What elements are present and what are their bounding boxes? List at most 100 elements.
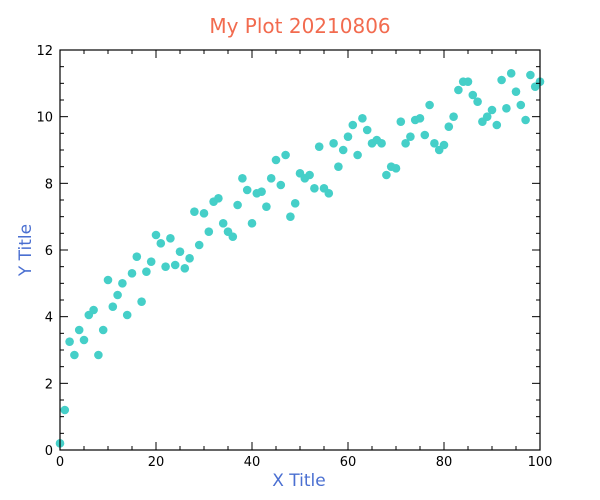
data-point	[228, 232, 238, 241]
data-point	[214, 194, 223, 203]
data-point	[70, 350, 79, 360]
y-tick-label: 4	[45, 311, 53, 326]
data-point	[242, 185, 252, 195]
data-point	[151, 230, 161, 240]
x-tick-label: 20	[148, 455, 165, 470]
data-point	[94, 350, 103, 360]
data-point	[204, 227, 214, 236]
data-point	[137, 297, 146, 306]
data-point	[74, 325, 84, 335]
data-point	[406, 132, 415, 141]
data-point	[521, 115, 530, 125]
data-point	[89, 305, 98, 315]
y-tick-label: 10	[36, 111, 53, 126]
data-point	[382, 170, 391, 180]
data-point	[425, 100, 434, 110]
data-point	[362, 125, 372, 135]
y-tick-label: 12	[36, 44, 53, 59]
data-point	[113, 290, 122, 300]
data-point	[310, 184, 319, 193]
data-point	[401, 139, 410, 148]
y-tick-label: 8	[45, 177, 53, 192]
x-tick-label: 0	[56, 455, 64, 470]
data-point	[526, 70, 535, 80]
data-point	[430, 139, 439, 148]
data-point	[180, 264, 190, 273]
data-point	[286, 212, 295, 221]
data-point	[247, 219, 257, 228]
data-point	[391, 164, 401, 173]
data-point	[314, 142, 324, 151]
data-point	[487, 105, 497, 115]
data-point	[271, 155, 281, 165]
data-point	[194, 240, 204, 250]
data-point	[156, 239, 166, 248]
data-point	[161, 262, 170, 271]
data-point	[266, 174, 276, 183]
data-point	[482, 112, 492, 121]
data-point	[329, 139, 338, 148]
data-point	[444, 122, 454, 131]
data-point	[127, 269, 137, 278]
data-point	[439, 140, 449, 150]
data-point	[468, 90, 478, 100]
data-point	[506, 69, 516, 78]
data-point	[79, 335, 89, 345]
data-point	[305, 170, 314, 180]
data-point	[353, 150, 362, 160]
data-point	[257, 187, 266, 196]
data-point	[348, 120, 358, 130]
data-point	[290, 199, 300, 208]
data-point	[420, 130, 430, 140]
data-point	[98, 325, 108, 335]
data-point	[60, 405, 70, 415]
data-point	[276, 180, 286, 190]
x-tick-label: 80	[436, 455, 453, 470]
data-point	[185, 254, 194, 263]
chart-title: My Plot 20210806	[209, 14, 390, 38]
data-point	[492, 120, 502, 130]
data-point	[343, 132, 353, 141]
data-point	[516, 100, 526, 110]
y-tick-label: 0	[45, 444, 53, 459]
data-point	[281, 150, 290, 160]
data-point	[454, 85, 463, 95]
data-point	[146, 257, 156, 266]
y-tick-label: 6	[45, 244, 53, 259]
data-point	[199, 209, 209, 218]
data-point	[415, 114, 425, 123]
x-tick-label: 60	[340, 455, 357, 470]
data-point	[142, 267, 151, 276]
data-point	[449, 112, 458, 121]
data-point	[218, 219, 228, 228]
data-point	[338, 145, 348, 155]
data-point	[175, 247, 185, 256]
plot-frame	[59, 49, 541, 451]
data-point	[190, 207, 199, 216]
axes-layer: 0 20 40 60 80 100 0 2 4 6 8 10 12	[36, 44, 552, 470]
data-point	[132, 252, 142, 261]
data-point	[358, 114, 367, 123]
data-point	[108, 302, 118, 311]
data-point	[166, 234, 175, 243]
data-point	[238, 174, 247, 183]
x-axis-title: X Title	[272, 471, 325, 491]
y-axis-title: Y Title	[16, 224, 36, 277]
y-tick-label: 2	[45, 377, 53, 392]
data-point	[103, 275, 113, 285]
data-point	[463, 77, 473, 86]
x-tick-label: 40	[244, 455, 261, 470]
data-point	[170, 260, 180, 270]
data-point	[118, 279, 127, 288]
data-point	[497, 75, 506, 85]
data-point	[324, 189, 334, 198]
data-point	[262, 202, 271, 211]
x-tick-label: 100	[528, 455, 553, 470]
data-point	[377, 139, 386, 148]
data-point	[511, 87, 521, 96]
data-point	[396, 117, 406, 126]
data-point	[502, 104, 511, 113]
points-layer	[55, 69, 545, 448]
